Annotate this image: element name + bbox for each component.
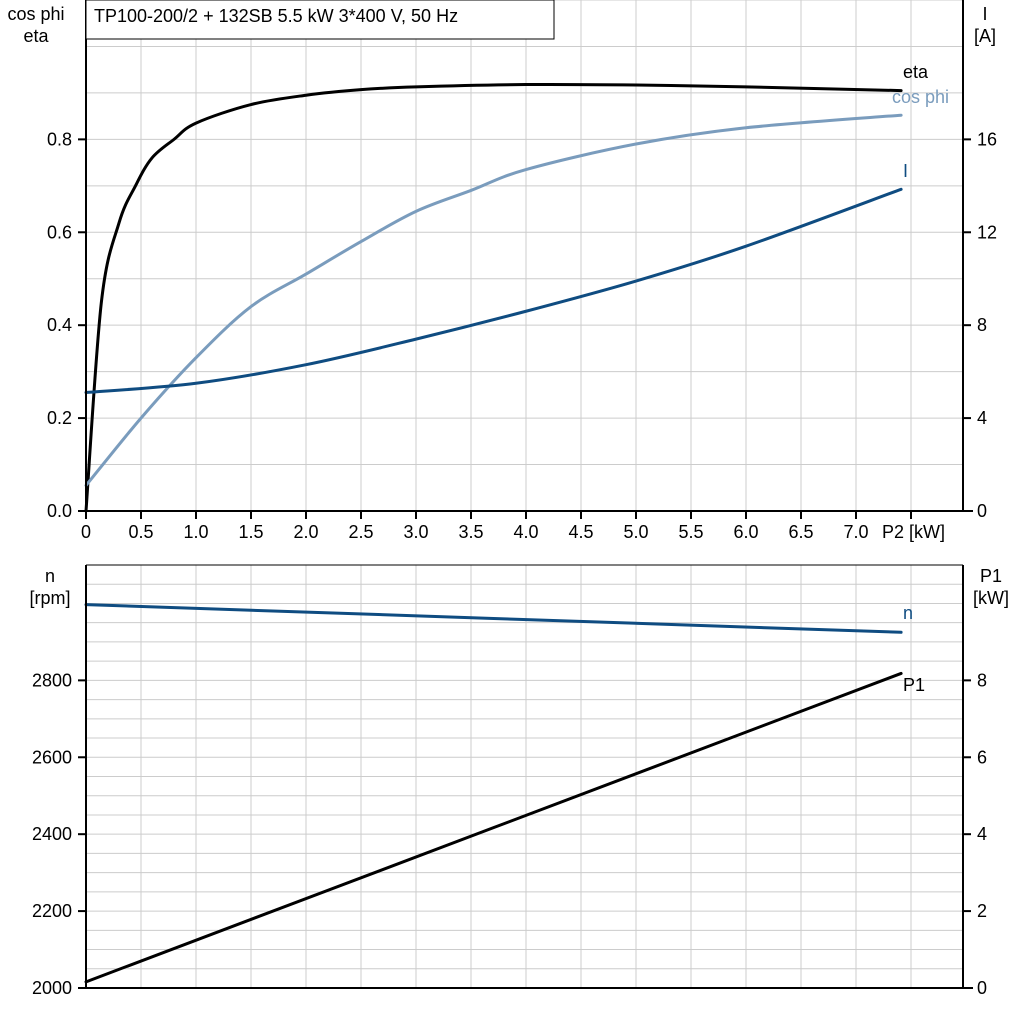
x-tick-label: 5.5 (678, 522, 703, 542)
right-tick-label: 8 (977, 670, 987, 690)
left-tick-label: 2800 (32, 670, 72, 690)
series-label-P1: P1 (903, 675, 925, 695)
x-tick-label: 6.5 (788, 522, 813, 542)
top-right-axis-label-1: I (982, 4, 987, 24)
x-tick-label: 5.0 (623, 522, 648, 542)
bottom-right-axis-label-1: P1 (980, 566, 1002, 586)
series-line-eta (84, 82, 903, 513)
axes-layer: 0.0 0.2 0.4 0.6 0.8 0 4 8 12 16 0 0.5 1.0 1.5 2.0 2.5 3.… (32, 0, 997, 998)
right-tick-label: 4 (977, 824, 987, 844)
x-tick-label: 4.0 (513, 522, 538, 542)
x-tick-label: 1.5 (238, 522, 263, 542)
right-tick-label: 6 (977, 747, 987, 767)
x-tick-label: 2.5 (348, 522, 373, 542)
series-label-cos-phi: cos phi (892, 87, 949, 107)
series-label-eta: eta (903, 62, 929, 82)
left-tick-label: 0.8 (47, 129, 72, 149)
series-label-n: n (903, 603, 913, 623)
x-tick-label: 1.0 (183, 522, 208, 542)
right-tick-label: 0 (977, 978, 987, 998)
right-tick-label: 16 (977, 129, 997, 149)
left-tick-label: 2400 (32, 824, 72, 844)
right-tick-label: 2 (977, 901, 987, 921)
x-tick-label: 2.0 (293, 522, 318, 542)
x-tick-label: 7.0 (843, 522, 868, 542)
x-tick-label: 3.5 (458, 522, 483, 542)
series-line-P1 (84, 671, 903, 984)
left-tick-label: 0.4 (47, 315, 72, 335)
x-tick-label: 6.0 (733, 522, 758, 542)
left-tick-label: 2000 (32, 978, 72, 998)
series-line-I (84, 187, 903, 395)
right-tick-label: 4 (977, 408, 987, 428)
left-tick-label: 0.0 (47, 501, 72, 521)
bottom-grid (86, 564, 963, 988)
x-tick-label: 0 (81, 522, 91, 542)
top-left-axis-label-2: eta (23, 26, 49, 46)
series-line-n (84, 603, 903, 634)
left-tick-label: 2600 (32, 747, 72, 767)
x-tick-label: 0.5 (128, 522, 153, 542)
right-tick-label: 12 (977, 222, 997, 242)
top-grid (86, 0, 963, 511)
top-left-axis-label-1: cos phi (7, 4, 64, 24)
x-tick-label: 3.0 (403, 522, 428, 542)
left-tick-label: 2200 (32, 901, 72, 921)
right-tick-label: 8 (977, 315, 987, 335)
bottom-right-axis-label-2: [kW] (973, 588, 1009, 608)
title-box (85, 0, 555, 40)
chart-title: TP100-200/2 + 132SB 5.5 kW 3*400 V, 50 H… (94, 6, 458, 26)
series-line-cos-phi (84, 113, 903, 487)
x-axis-label: P2 [kW] (882, 522, 945, 542)
left-tick-label: 0.2 (47, 408, 72, 428)
bottom-left-axis-label-1: n (45, 566, 55, 586)
series-layer (84, 82, 903, 984)
bottom-left-axis-label-2: [rpm] (29, 588, 70, 608)
right-tick-label: 0 (977, 501, 987, 521)
top-right-axis-label-2: [A] (974, 26, 996, 46)
left-tick-label: 0.6 (47, 222, 72, 242)
x-tick-label: 4.5 (568, 522, 593, 542)
series-label-I: I (903, 161, 908, 181)
